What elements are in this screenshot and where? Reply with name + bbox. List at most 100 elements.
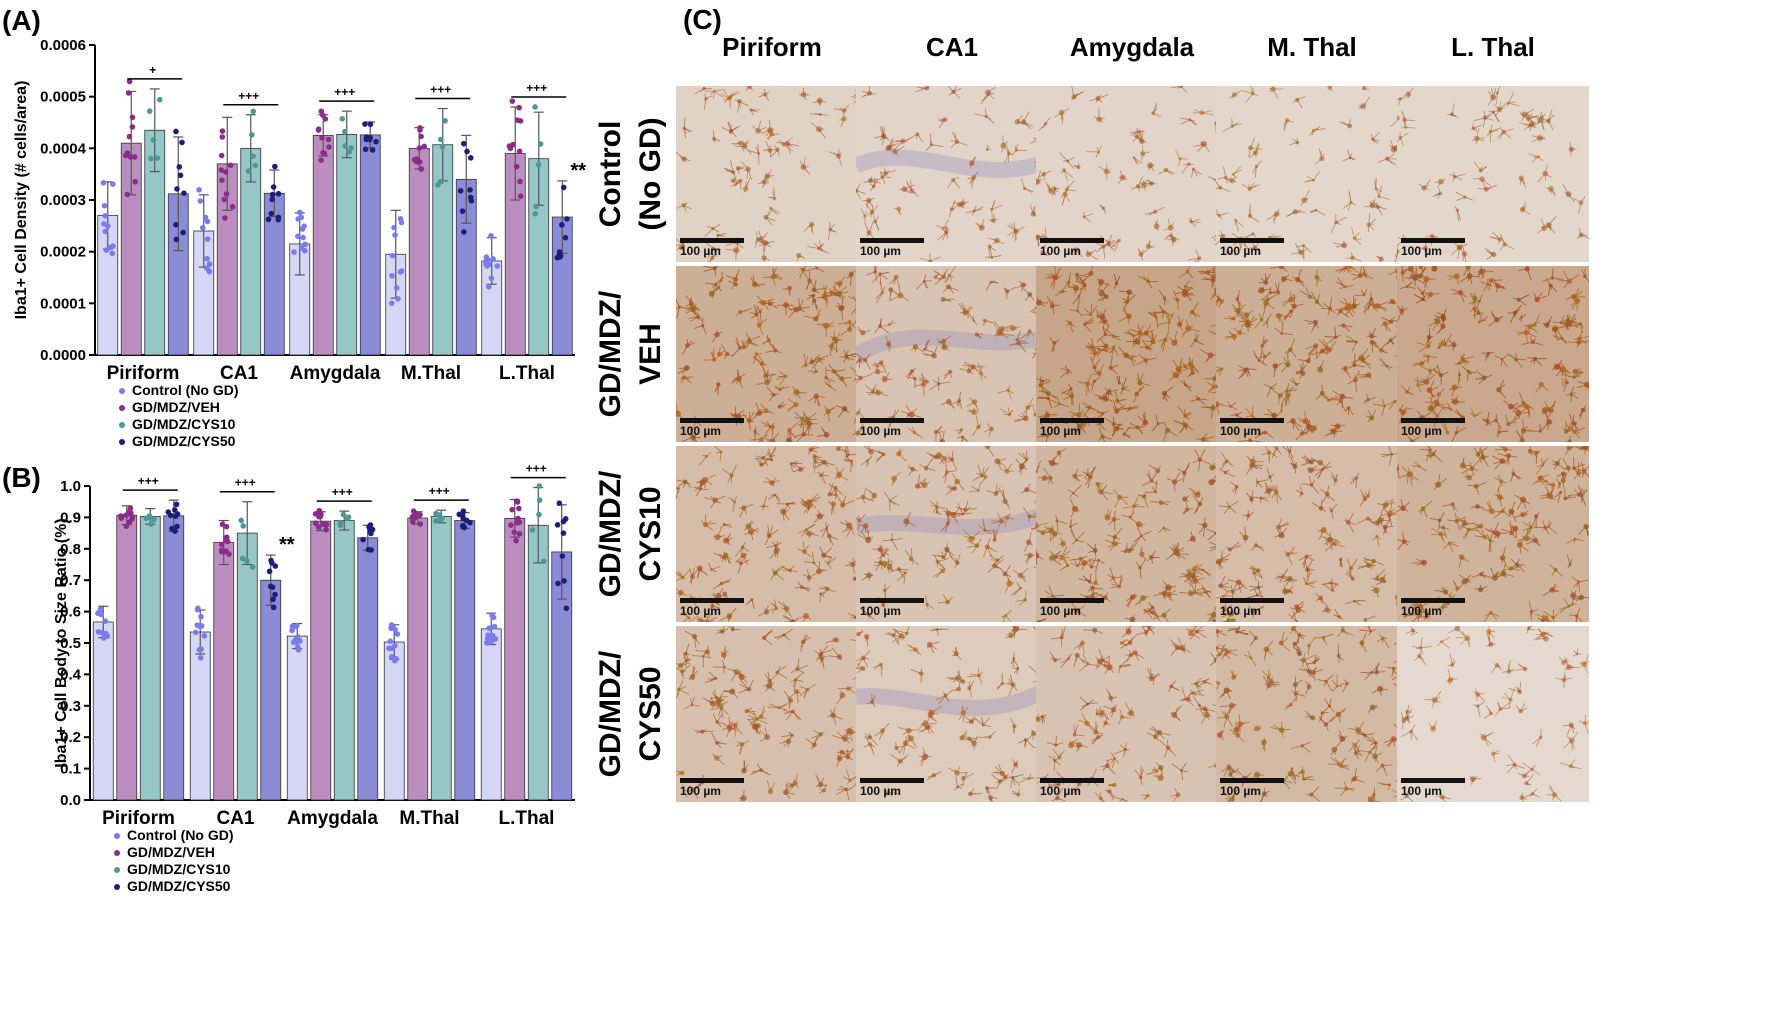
bar xyxy=(260,579,282,801)
data-point xyxy=(319,134,325,141)
scale-bar-line xyxy=(860,418,924,423)
data-point xyxy=(560,530,567,536)
legend-label: GD/MDZ/CYS10 xyxy=(127,861,231,877)
data-point xyxy=(517,193,524,200)
data-point xyxy=(129,516,135,522)
scale-bar: 100 µm xyxy=(860,238,924,258)
category-label: Piriform xyxy=(102,808,175,829)
bar xyxy=(116,514,138,801)
data-point xyxy=(312,520,319,526)
data-point xyxy=(270,604,277,611)
micrograph-tile: 100 µm xyxy=(1216,266,1408,442)
data-point xyxy=(516,148,523,155)
scale-bar-label: 100 µm xyxy=(860,424,901,438)
data-point xyxy=(388,622,395,628)
data-point xyxy=(561,578,567,584)
data-point xyxy=(457,187,464,194)
data-point xyxy=(459,208,466,214)
y-tick-label: 0.0000 xyxy=(40,347,86,364)
scale-bar: 100 µm xyxy=(860,418,924,438)
data-point xyxy=(467,519,473,526)
scale-bar: 100 µm xyxy=(1401,238,1465,258)
data-point xyxy=(128,510,134,516)
data-point xyxy=(437,136,444,143)
data-point xyxy=(204,218,211,225)
data-point xyxy=(131,154,138,160)
data-point xyxy=(118,513,125,520)
data-point xyxy=(275,214,282,221)
micrograph-tile: 100 µm xyxy=(856,626,1048,802)
data-point xyxy=(156,96,163,103)
data-point xyxy=(321,150,328,157)
legend-marker xyxy=(114,850,120,856)
data-point xyxy=(109,250,116,257)
data-point xyxy=(167,512,174,519)
y-tick-label: 0.0003 xyxy=(40,192,86,209)
category-label: M.Thal xyxy=(399,808,459,829)
data-point xyxy=(413,156,420,162)
data-point xyxy=(125,90,132,96)
scale-bar-label: 100 µm xyxy=(1220,784,1261,798)
data-point xyxy=(198,623,205,629)
chart-a: 0.0000 0.0001 0.0002 0.0003 0.0004 0.0005 0.00… xyxy=(13,37,586,449)
data-point xyxy=(229,204,236,210)
data-point xyxy=(360,536,366,543)
data-point xyxy=(418,166,424,172)
category-label: CA1 xyxy=(220,363,258,384)
data-point xyxy=(269,196,275,203)
data-point xyxy=(326,144,332,150)
data-point xyxy=(265,216,272,223)
data-point xyxy=(222,215,228,221)
scale-bar-label: 100 µm xyxy=(1401,244,1442,258)
scale-bar-line xyxy=(1401,598,1465,603)
data-point xyxy=(342,143,348,149)
data-point xyxy=(177,172,184,179)
bar xyxy=(383,641,405,801)
data-point xyxy=(244,558,250,564)
data-point xyxy=(192,629,199,636)
data-point xyxy=(369,147,376,153)
data-point xyxy=(536,511,542,518)
data-point xyxy=(323,521,330,528)
data-point xyxy=(460,140,467,147)
scale-bar-line xyxy=(1040,778,1104,783)
y-tick-label: 0.0 xyxy=(60,792,81,809)
scale-bar-label: 100 µm xyxy=(860,244,901,258)
legend-label: GD/MDZ/CYS10 xyxy=(132,416,236,432)
scale-bar-label: 100 µm xyxy=(680,784,721,798)
data-point xyxy=(272,163,278,170)
data-point xyxy=(197,198,204,204)
data-point xyxy=(252,162,259,169)
category-label: L.Thal xyxy=(499,808,555,829)
data-point xyxy=(223,537,229,544)
data-point xyxy=(196,646,203,653)
data-point xyxy=(337,522,344,529)
micrograph-tile: 100 µm xyxy=(676,86,868,262)
significance-label: +++ xyxy=(332,485,353,499)
scale-bar: 100 µm xyxy=(680,238,744,258)
charts-svg: (A) (B) 0.00000.00010.00020.00030.00040.… xyxy=(2,5,586,894)
scale-bar-label: 100 µm xyxy=(1040,244,1081,258)
data-point xyxy=(560,184,567,191)
data-point xyxy=(269,191,276,198)
scale-bar-line xyxy=(1220,238,1284,243)
data-point xyxy=(223,191,230,197)
data-point xyxy=(507,145,514,152)
scale-bar-label: 100 µm xyxy=(680,604,721,618)
data-point xyxy=(148,521,154,527)
data-point xyxy=(146,108,153,114)
scale-bar: 100 µm xyxy=(1040,418,1104,438)
scale-bar-label: 100 µm xyxy=(860,784,901,798)
scale-bar-line xyxy=(860,598,924,603)
scale-bar-line xyxy=(1220,598,1284,603)
data-point xyxy=(291,249,297,255)
data-point xyxy=(468,197,475,204)
data-point xyxy=(367,121,374,128)
data-point xyxy=(176,164,183,170)
data-point xyxy=(226,551,232,557)
data-point xyxy=(557,253,564,259)
data-point xyxy=(389,252,396,259)
bar xyxy=(504,517,526,801)
panel-a-label: (A) xyxy=(2,5,41,36)
y-tick-label: 0.0002 xyxy=(40,244,86,261)
